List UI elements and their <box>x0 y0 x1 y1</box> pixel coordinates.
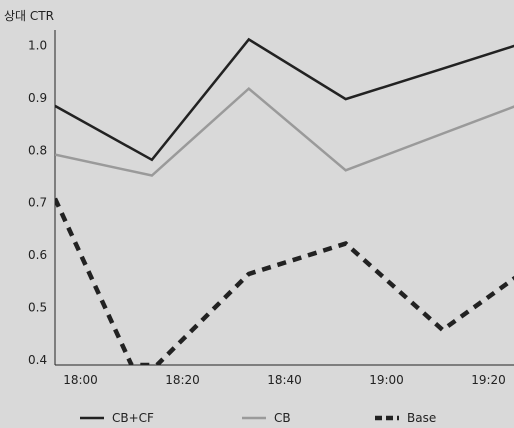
y-tick-label: 0.7 <box>28 196 47 210</box>
legend-label: CB+CF <box>112 411 154 425</box>
y-axis-label: 상대 CTR <box>4 9 54 23</box>
x-tick-label: 19:00 <box>369 373 404 387</box>
y-tick-label: 0.5 <box>28 300 47 314</box>
x-axis-ticks: 18:00 18:20 18:40 19:00 19:20 <box>63 373 506 387</box>
x-tick-label: 19:20 <box>471 373 506 387</box>
y-tick-label: 1.0 <box>28 39 47 53</box>
legend-label: Base <box>407 411 436 425</box>
x-tick-label: 18:40 <box>267 373 302 387</box>
legend-label: CB <box>274 411 291 425</box>
x-tick-label: 18:20 <box>165 373 200 387</box>
series-line-base <box>55 197 514 365</box>
series-line-cb <box>55 86 514 177</box>
series-group <box>55 37 514 365</box>
y-tick-label: 0.9 <box>28 91 47 105</box>
y-tick-label: 0.8 <box>28 143 47 157</box>
y-tick-label: 0.4 <box>28 353 47 367</box>
y-axis-ticks: 0.4 0.5 0.6 0.7 0.8 0.9 1.0 <box>28 39 47 367</box>
y-tick-label: 0.6 <box>28 248 47 262</box>
series-line-cb-cf <box>55 37 514 162</box>
x-tick-label: 18:00 <box>63 373 98 387</box>
legend: CB+CF CB Base <box>80 411 436 425</box>
